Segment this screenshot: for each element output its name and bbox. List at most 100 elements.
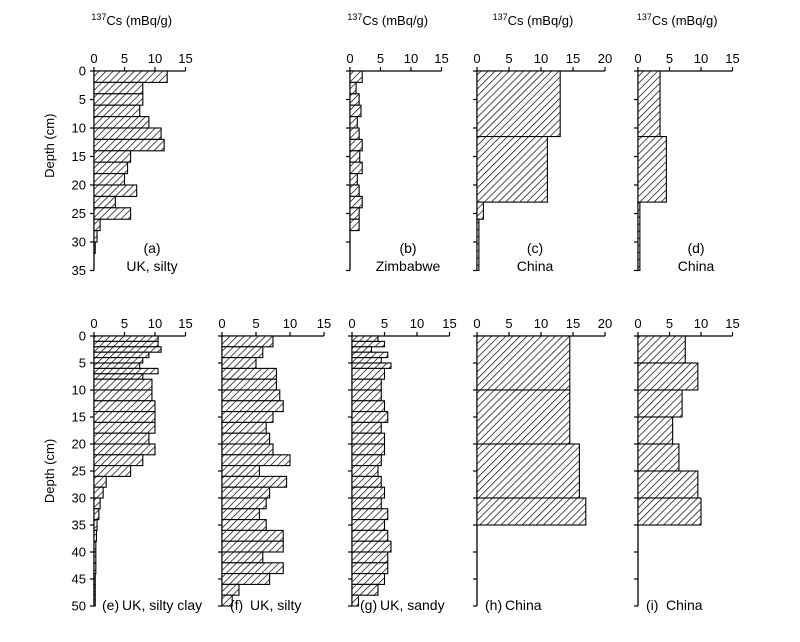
bar-depth-34-36 xyxy=(351,519,386,531)
x-tick-label: 10 xyxy=(694,316,708,331)
x-tick-label: 15 xyxy=(566,316,580,331)
x-tick-label: 15 xyxy=(442,316,456,331)
panel-caption-f: UK, silty xyxy=(250,597,301,613)
y-tick-label: 10 xyxy=(72,121,86,136)
bar-depth-32-34 xyxy=(221,508,260,521)
bar-depth-10-15 xyxy=(637,389,683,418)
x-tick-label: 10 xyxy=(410,316,424,331)
bar-depth-4-6 xyxy=(349,93,360,106)
bar-depth-20-22 xyxy=(351,443,386,456)
bar-depth-8-10 xyxy=(351,378,382,391)
bar-depth-23-26 xyxy=(476,201,484,220)
bar-depth-6-7 xyxy=(93,367,159,375)
panel-c: 0 5 10 15 20 137Cs (mBq/g) (c) China xyxy=(473,12,612,274)
bar-depth-36-38 xyxy=(221,529,284,542)
x-axis-title-superscript: 137 xyxy=(347,12,362,22)
y-tick-label: 35 xyxy=(72,518,86,533)
panel-caption-d: China xyxy=(678,258,715,274)
bar-depth-40-42 xyxy=(351,551,389,564)
x-tick-label: 5 xyxy=(252,316,259,331)
bar-depth-18-20 xyxy=(221,432,271,445)
panel-label-e: (e) xyxy=(102,597,119,613)
bar-depth-44-46 xyxy=(93,573,96,585)
bar-depth-22-24 xyxy=(221,454,291,467)
x-axis-title-text: Cs (mBq/g) xyxy=(508,13,574,28)
bar-depth-38-40 xyxy=(351,540,392,553)
y-tick-label: 35 xyxy=(72,263,86,278)
bar-depth-42-44 xyxy=(221,562,284,575)
bar-depth-24-26 xyxy=(349,207,360,220)
bar-depth-30-32 xyxy=(93,497,101,510)
panel-f: 0 5 10 15 (f) UK, silty xyxy=(218,316,331,613)
bar-depth-36-38 xyxy=(351,529,389,542)
bar-depth-24-26 xyxy=(93,465,132,477)
bar-depth-42-44 xyxy=(93,562,97,575)
bar-depth-46-48 xyxy=(93,583,96,596)
x-tick-label: 10 xyxy=(404,51,418,66)
bar-depth-20-22 xyxy=(349,184,360,197)
x-tick-label: 5 xyxy=(666,51,673,66)
x-tick-label: 0 xyxy=(346,51,353,66)
bar-depth-0-2 xyxy=(221,335,274,348)
panel-label-d: (d) xyxy=(687,240,704,256)
bar-depth-22-24 xyxy=(93,195,116,209)
x-axis-title-superscript: 137 xyxy=(493,12,508,22)
bar-depth-0-1 xyxy=(93,335,159,342)
bar-depth-30-32 xyxy=(221,497,267,510)
bar-depth-8-10 xyxy=(93,378,153,391)
x-tick-label: 5 xyxy=(121,51,128,66)
bar-depth-11.5-23 xyxy=(637,136,667,203)
bar-depth-46-48 xyxy=(351,583,379,596)
bar-depth-18-20 xyxy=(349,173,358,186)
x-tick-label: 10 xyxy=(534,51,548,66)
bar-depth-40-42 xyxy=(93,551,97,564)
panel-caption-h: China xyxy=(505,597,542,613)
x-tick-label: 0 xyxy=(218,316,225,331)
bar-depth-2-4 xyxy=(221,346,264,359)
bar-depth-0-10 xyxy=(476,335,571,391)
x-tick-label: 5 xyxy=(377,51,384,66)
panel-b: 0 5 10 15 137Cs (mBq/g) (b) Zimbabwe xyxy=(346,12,449,274)
x-tick-label: 10 xyxy=(694,51,708,66)
bar-depth-2-3 xyxy=(351,346,373,353)
bar-depth-16-18 xyxy=(349,161,363,175)
bar-depth-4-5 xyxy=(93,357,144,364)
y-tick-label: 15 xyxy=(72,149,86,164)
x-axis-title-superscript: 137 xyxy=(637,12,652,22)
bar-depth-1-2 xyxy=(351,340,386,348)
bar-depth-0-2 xyxy=(93,70,168,83)
x-tick-label: 5 xyxy=(505,316,512,331)
bar-depth-28-30 xyxy=(221,486,271,499)
bar-depth-8-10 xyxy=(93,116,150,129)
x-tick-label: 5 xyxy=(505,51,512,66)
x-tick-label: 0 xyxy=(348,316,355,331)
y-tick-label: 30 xyxy=(72,235,86,250)
bar-depth-22-24 xyxy=(351,454,382,467)
bar-depth-8-10 xyxy=(221,378,277,391)
panel-label-i: (i) xyxy=(646,597,658,613)
bar-depth-6-8 xyxy=(93,104,141,118)
bar-depth-4-6 xyxy=(221,357,257,369)
bar-depth-14-16 xyxy=(93,411,156,423)
y-tick-label: 5 xyxy=(79,356,86,371)
y-tick-label: 5 xyxy=(79,92,86,107)
panel-label-h: (h) xyxy=(485,597,502,613)
x-tick-label: 20 xyxy=(598,316,612,331)
panel-label-f: (f) xyxy=(230,597,243,613)
x-axis-title: 137Cs (mBq/g) xyxy=(493,12,574,28)
panel-caption-c: China xyxy=(517,258,554,274)
panel-e: 0 5 10 15 0 5 10 15 20 25 30 35 40 45 50 Depth (cm) (e) U… xyxy=(42,316,202,614)
bar-depth-0-2 xyxy=(349,70,363,83)
x-tick-label: 5 xyxy=(121,316,128,331)
bar-depth-24-26 xyxy=(93,207,132,220)
panel-label-g: (g) xyxy=(360,597,377,613)
bar-depth-11.5-23 xyxy=(476,136,548,203)
panel-h: 0 5 10 15 20 (h) China xyxy=(473,316,612,613)
bar-depth-38-40 xyxy=(93,540,97,553)
panel-caption-b: Zimbabwe xyxy=(376,258,441,274)
bar-depth-30-35 xyxy=(476,497,587,526)
bar-depth-10-12 xyxy=(221,389,281,402)
bar-depth-26-28 xyxy=(93,218,101,232)
panel-label-c: (c) xyxy=(527,240,543,256)
